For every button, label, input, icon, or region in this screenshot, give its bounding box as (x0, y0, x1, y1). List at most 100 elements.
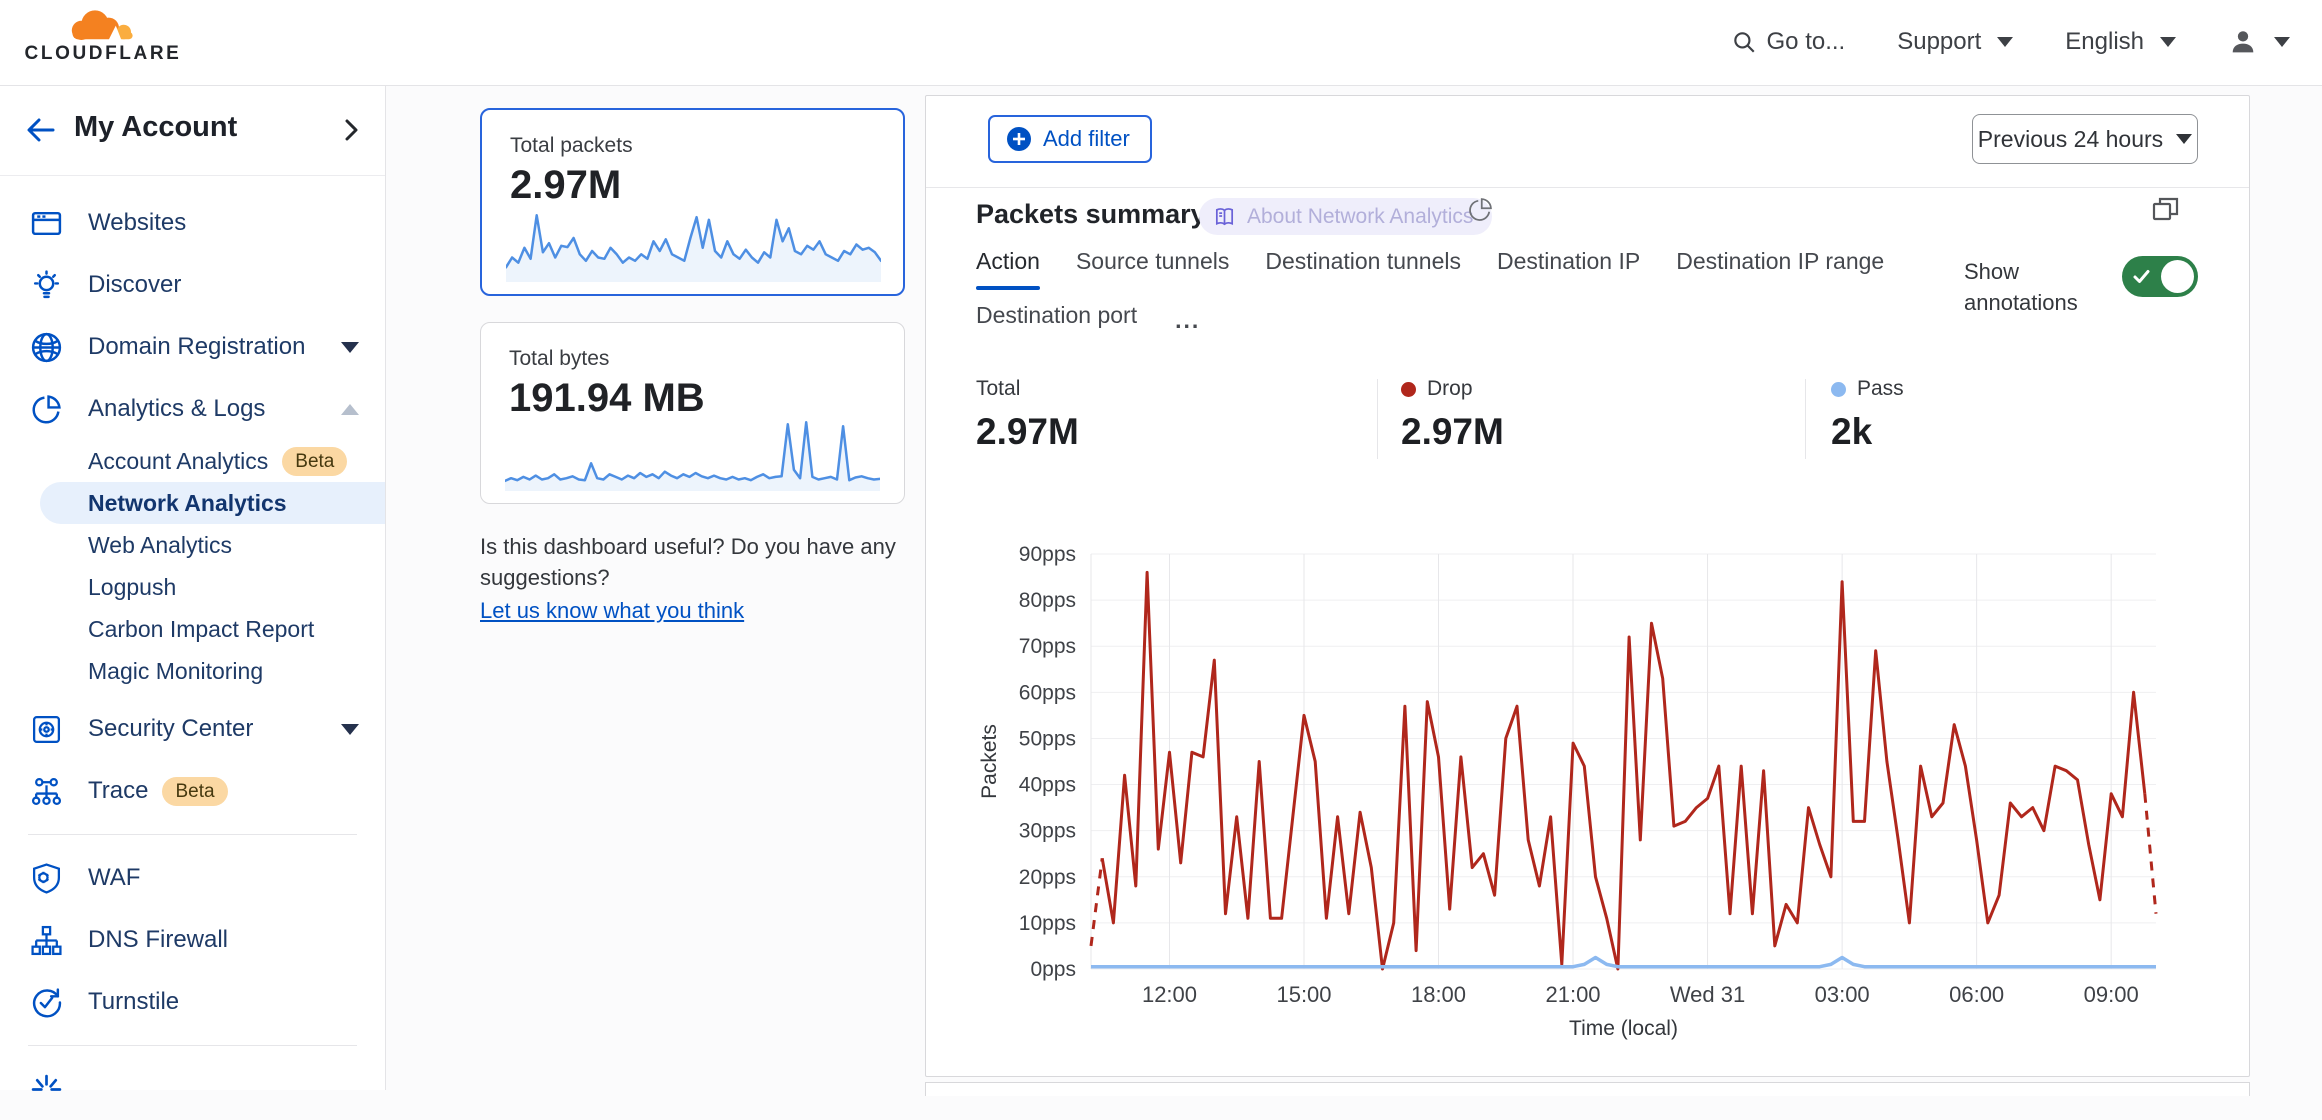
pie-chart-icon (32, 394, 61, 424)
sidebar-item-label: Web Analytics (88, 531, 233, 558)
stat-label: Pass (1857, 377, 1904, 400)
sidebar-divider (28, 834, 357, 835)
time-range-dropdown[interactable]: Previous 24 hours (1972, 114, 2198, 164)
sidebar-item-security-center[interactable]: Security Center (0, 698, 385, 760)
sidebar-item-logpush[interactable]: Logpush (0, 566, 385, 608)
refresh-check-icon (32, 987, 62, 1017)
back-arrow-icon[interactable] (24, 113, 58, 147)
user-icon (2232, 31, 2254, 53)
feedback-link[interactable]: Let us know what you think (480, 598, 745, 623)
chevron-down-icon (2160, 37, 2176, 47)
chevron-down-icon (2176, 134, 2193, 144)
sidebar-item-label: Domain Registration (88, 333, 306, 360)
tab-action[interactable]: Action (976, 248, 1040, 290)
sidebar-item-websites[interactable]: Websites (0, 192, 385, 254)
total-packets-card[interactable]: Total packets 2.97M (480, 108, 905, 296)
svg-text:12:00: 12:00 (1142, 982, 1197, 1007)
sidebar-item-web-analytics[interactable]: Web Analytics (0, 524, 385, 566)
toggle-knob (2161, 260, 2194, 293)
add-filter-button[interactable]: Add filter (988, 115, 1152, 163)
sidebar-item-label: Security Center (88, 715, 254, 742)
about-network-analytics-badge[interactable]: About Network Analytics (1199, 198, 1493, 235)
globe-icon (31, 332, 62, 362)
stat-value: 2.97M (976, 411, 1079, 452)
chevron-down-icon (341, 341, 359, 353)
more-tabs-button[interactable]: ... (1175, 306, 1201, 333)
svg-text:80pps: 80pps (1019, 589, 1076, 612)
feedback-block: Is this dashboard useful? Do you have an… (480, 531, 928, 626)
chevron-down-icon (341, 723, 359, 735)
trace-sitemap-icon (31, 777, 62, 805)
sidebar-item-waf[interactable]: WAF (0, 847, 385, 909)
bytes-sparkline (505, 421, 880, 491)
sidebar-item-account-analytics[interactable]: Account Analytics Beta (0, 440, 385, 482)
svg-text:03:00: 03:00 (1815, 982, 1870, 1007)
add-filter-label: Add filter (1043, 126, 1130, 151)
sidebar-item-label: Discover (88, 271, 182, 298)
svg-text:90pps: 90pps (1019, 546, 1076, 566)
svg-text:10pps: 10pps (1019, 912, 1076, 935)
sidebar-item-label: Logpush (88, 573, 177, 600)
hierarchy-icon (31, 925, 62, 955)
sidebar-item-discover[interactable]: Discover (0, 254, 385, 316)
stat-total: Total 2.97M (976, 377, 1079, 453)
stat-value: 2.97M (1401, 411, 1504, 452)
sidebar-item-turnstile[interactable]: Turnstile (0, 971, 385, 1033)
cloudflare-logo[interactable]: CLOUDFLARE (22, 3, 184, 65)
svg-text:40pps: 40pps (1019, 774, 1076, 797)
tab-destination-tunnels[interactable]: Destination tunnels (1265, 248, 1461, 274)
total-bytes-card[interactable]: Total bytes 191.94 MB (480, 322, 905, 504)
pie-chart-icon[interactable] (1466, 196, 1494, 224)
packets-sparkline (506, 214, 881, 282)
stat-pass: Pass 2k (1831, 377, 1904, 453)
card-value: 2.97M (510, 163, 622, 207)
card-title: Total bytes (509, 347, 610, 370)
tab-destination-ip[interactable]: Destination IP (1497, 248, 1641, 274)
sidebar-divider (28, 1045, 357, 1046)
svg-text:70pps: 70pps (1019, 635, 1076, 658)
sidebar-item-dns-firewall[interactable]: DNS Firewall (0, 909, 385, 971)
cloudflare-cloud-icon (71, 10, 133, 40)
sidebar-item-domain-registration[interactable]: Domain Registration (0, 316, 385, 378)
sidebar-item-label: Analytics & Logs (88, 395, 266, 422)
vault-icon (32, 715, 61, 743)
user-menu[interactable] (2228, 27, 2290, 57)
tab-destination-ip-range[interactable]: Destination IP range (1676, 248, 1885, 274)
show-annotations-toggle[interactable] (2122, 256, 2198, 297)
language-menu[interactable]: English (2065, 28, 2176, 56)
sidebar-item-magic-monitoring[interactable]: Magic Monitoring (0, 650, 385, 692)
sidebar-item-analytics-logs[interactable]: Analytics & Logs (0, 378, 385, 440)
beta-badge: Beta (162, 776, 228, 806)
svg-text:0pps: 0pps (1030, 958, 1076, 981)
next-panel-partial (925, 1082, 2250, 1096)
sidebar-item-carbon-impact-report[interactable]: Carbon Impact Report (0, 608, 385, 650)
feedback-question: Is this dashboard useful? Do you have an… (480, 534, 896, 590)
tab-source-tunnels[interactable]: Source tunnels (1075, 248, 1230, 274)
tab-destination-port[interactable]: Destination port (976, 302, 1138, 328)
sidebar-item-trace[interactable]: Trace Beta (0, 760, 385, 822)
sidebar-item-network-analytics[interactable]: Network Analytics (40, 482, 385, 524)
goto-search[interactable]: Go to... (1731, 28, 1845, 56)
stat-divider (1377, 379, 1378, 459)
drop-dot (1401, 381, 1416, 397)
sidebar: My Account Websites Discover Domain Regi… (0, 85, 386, 1091)
support-menu[interactable]: Support (1897, 28, 2014, 56)
support-label: Support (1897, 28, 1982, 55)
svg-text:Time (local): Time (local) (1569, 1017, 1678, 1040)
chevron-right-icon[interactable] (339, 116, 363, 144)
lightbulb-icon (33, 269, 60, 298)
sidebar-item-label: Network Analytics (88, 489, 287, 516)
sidebar-item-partial[interactable] (0, 1058, 385, 1120)
sidebar-item-label: WAF (88, 864, 141, 891)
stat-divider (1805, 379, 1806, 459)
expand-panel-icon[interactable] (2150, 194, 2182, 224)
svg-text:30pps: 30pps (1019, 820, 1076, 843)
account-header: My Account (0, 85, 385, 176)
chevron-up-icon (341, 403, 359, 415)
beta-badge: Beta (282, 446, 348, 476)
sidebar-item-label: DNS Firewall (88, 926, 229, 953)
sidebar-item-label: Trace (88, 777, 149, 804)
pass-dot (1831, 381, 1846, 397)
about-badge-label: About Network Analytics (1247, 204, 1474, 228)
stat-label: Total (976, 377, 1021, 400)
